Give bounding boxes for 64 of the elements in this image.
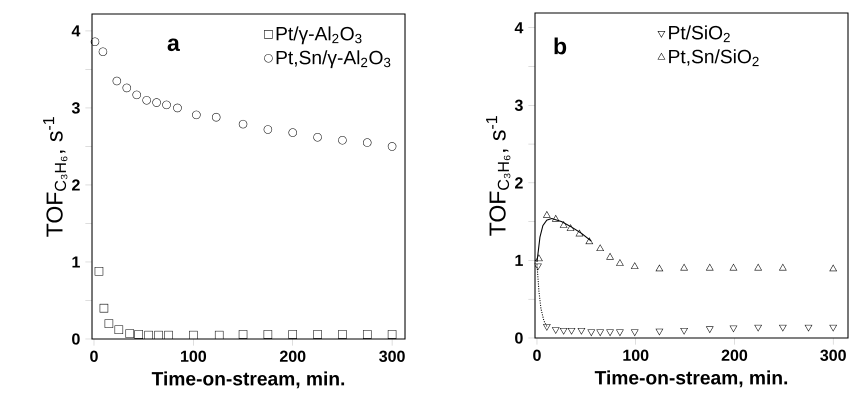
point <box>162 100 171 110</box>
point <box>98 47 108 56</box>
point <box>100 304 108 312</box>
legend-label: Pt/SiO$_{2}$ <box>669 25 730 42</box>
x-axis-title: Time-on-stream, min. <box>152 371 344 388</box>
point <box>142 96 151 105</box>
x-tick-label: 100 <box>623 350 648 361</box>
legend-label: Pt,Sn/γ-Al$_{2}$O$_{3}$ <box>276 50 390 68</box>
x-tick-label: 300 <box>379 350 405 362</box>
y-axis-title: TOF$_{C₃H₆}$, s$^{-1}$ <box>43 117 68 237</box>
x-tick-label: 100 <box>181 350 206 362</box>
point <box>388 330 396 339</box>
point <box>122 84 132 92</box>
point <box>164 330 173 340</box>
point <box>104 319 114 328</box>
y-tick-label: 1 <box>72 256 80 268</box>
y-tick-label: 2 <box>515 177 523 188</box>
y-tick-label: 4 <box>514 22 524 34</box>
annotation: a <box>168 38 180 52</box>
point <box>362 330 372 339</box>
point <box>362 138 372 147</box>
x-tick-label: 200 <box>280 350 306 362</box>
point <box>212 112 220 122</box>
annotation: b <box>554 37 566 54</box>
point <box>338 330 347 339</box>
point <box>238 120 248 128</box>
point <box>189 330 198 340</box>
y-tick-label: 2 <box>72 179 80 191</box>
x-tick-label: 0 <box>533 350 541 361</box>
y-tick-label: 3 <box>514 100 523 111</box>
point <box>264 125 272 134</box>
y-axis-title: TOF$_{C₃H₆}$, s$^{-1}$ <box>486 116 510 236</box>
legend-label: Pt,Sn/SiO$_{2}$ <box>669 49 759 66</box>
y-tick-label: 4 <box>72 25 80 36</box>
point <box>112 76 122 86</box>
x-axis-title: Time-on-stream, min. <box>594 370 788 388</box>
point <box>264 330 272 339</box>
point <box>288 330 297 339</box>
x-tick-label: 200 <box>722 350 748 361</box>
point <box>114 325 124 334</box>
point <box>313 132 322 142</box>
point <box>154 330 163 340</box>
point <box>238 330 248 339</box>
point <box>173 104 182 112</box>
x-tick-label: 300 <box>820 350 846 361</box>
x-tick-label: 0 <box>90 350 98 362</box>
y-tick-label: 0 <box>515 332 523 344</box>
legend-label: Pt/γ-Al$_{2}$O$_{3}$ <box>276 26 362 44</box>
y-tick-label: 1 <box>515 254 523 266</box>
y-tick-label: 3 <box>72 102 80 114</box>
y-tick-label: 0 <box>72 333 80 345</box>
point <box>132 90 141 100</box>
point <box>134 330 143 339</box>
point <box>94 266 104 276</box>
point <box>192 110 201 120</box>
point <box>152 98 161 107</box>
point <box>338 136 347 145</box>
point <box>388 142 396 151</box>
point <box>126 329 134 338</box>
point <box>313 330 322 339</box>
point <box>214 330 224 340</box>
point <box>90 37 100 46</box>
point <box>288 128 297 137</box>
point <box>144 330 153 340</box>
